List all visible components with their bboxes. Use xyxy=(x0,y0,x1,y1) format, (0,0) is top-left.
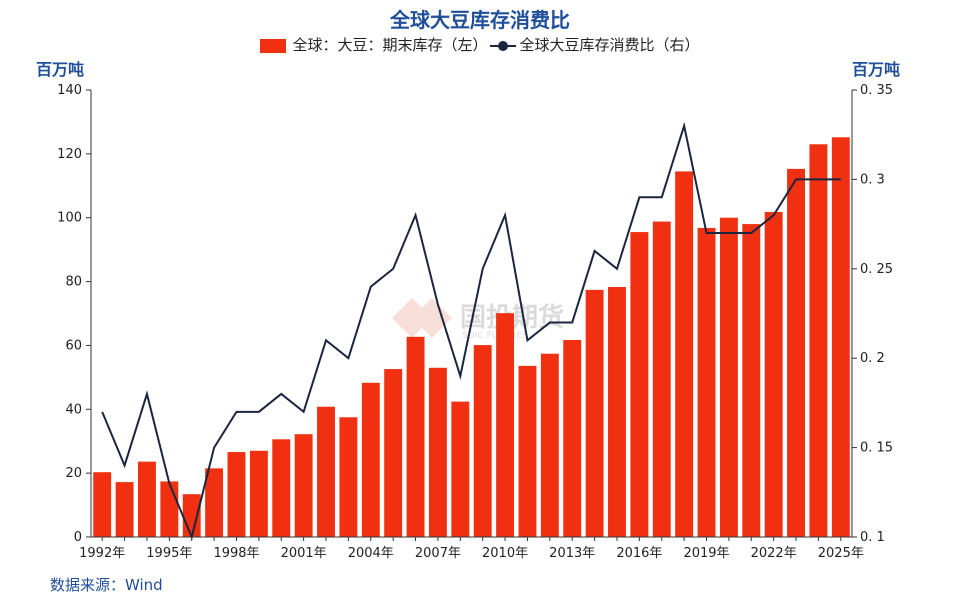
bar-2018年[interactable] xyxy=(675,171,694,538)
bar-2006年[interactable] xyxy=(406,336,425,537)
right-tick-label: 0. 2 xyxy=(860,351,885,366)
x-tick-label: 2016年 xyxy=(616,546,662,561)
left-tick-label: 0 xyxy=(74,530,82,545)
bar-1994年[interactable] xyxy=(138,461,156,537)
bar-2016年[interactable] xyxy=(630,232,649,537)
bar-2007年[interactable] xyxy=(428,367,447,537)
bar-2003年[interactable] xyxy=(339,417,358,537)
x-tick-label: 2010年 xyxy=(482,546,528,561)
bar-2005年[interactable] xyxy=(384,369,403,537)
bar-2019年[interactable] xyxy=(697,227,716,537)
bar-1999年[interactable] xyxy=(249,450,268,537)
right-axis-unit: 百万吨 xyxy=(852,60,901,79)
watermark-subtext: SDIC FUTURES xyxy=(462,331,528,341)
bar-2022年[interactable] xyxy=(764,211,783,537)
legend-bar-swatch xyxy=(260,38,287,53)
left-tick-label: 80 xyxy=(65,275,82,290)
bar-2023年[interactable] xyxy=(787,168,805,538)
legend-line-label: 全球大豆库存消费比（右） xyxy=(519,36,700,54)
x-tick-label: 2022年 xyxy=(751,546,797,561)
watermark-logo-icon xyxy=(392,298,452,338)
x-tick-label: 1998年 xyxy=(213,546,259,561)
x-tick-label: 2013年 xyxy=(549,546,595,561)
left-tick-label: 140 xyxy=(57,83,82,98)
left-tick-label: 60 xyxy=(65,338,82,353)
left-axis-unit: 百万吨 xyxy=(36,60,85,79)
legend-line-swatch xyxy=(489,40,516,52)
x-tick-label: 1992年 xyxy=(79,546,125,561)
x-tick-label: 2007年 xyxy=(415,546,461,561)
x-tick-label: 2025年 xyxy=(818,546,864,561)
bar-2020年[interactable] xyxy=(719,217,738,537)
bar-2008年[interactable] xyxy=(451,401,470,537)
right-tick-label: 0. 15 xyxy=(860,441,893,456)
bar-2001年[interactable] xyxy=(294,434,313,537)
bar-2012年[interactable] xyxy=(540,353,559,537)
bar-2013年[interactable] xyxy=(563,340,582,537)
ratio-line[interactable] xyxy=(101,121,841,541)
bar-1998年[interactable] xyxy=(227,452,246,537)
legend-bar-label: 全球：大豆：期末库存（左） xyxy=(292,36,488,54)
legend-item-stock[interactable]: 全球：大豆：期末库存（左） xyxy=(260,34,488,55)
x-tick-label: 1995年 xyxy=(146,546,192,561)
right-tick-label: 0. 3 xyxy=(860,172,885,187)
bar-2000年[interactable] xyxy=(272,439,291,537)
bar-2014年[interactable] xyxy=(585,289,604,537)
bar-1992年[interactable] xyxy=(93,472,112,537)
left-tick-label: 100 xyxy=(57,211,82,226)
right-tick-label: 0. 35 xyxy=(860,83,893,98)
x-tick-label: 2019年 xyxy=(683,546,729,561)
left-tick-label: 120 xyxy=(57,147,82,162)
chart-title: 全球大豆库存消费比 xyxy=(390,8,570,32)
bar-2025年[interactable] xyxy=(831,137,850,537)
right-tick-label: 0. 25 xyxy=(860,262,893,277)
watermark: 国投期货 SDIC FUTURES xyxy=(392,298,564,341)
bar-2011年[interactable] xyxy=(518,365,537,537)
bar-2002年[interactable] xyxy=(317,406,335,537)
bar-1993年[interactable] xyxy=(115,482,134,537)
bar-2024年[interactable] xyxy=(809,144,828,537)
bar-2004年[interactable] xyxy=(361,382,380,537)
x-tick-label: 2001年 xyxy=(281,546,327,561)
data-source: 数据来源：Wind xyxy=(50,576,163,594)
bar-1995年[interactable] xyxy=(160,481,179,537)
legend-item-ratio[interactable]: 全球大豆库存消费比（右） xyxy=(488,34,700,55)
x-tick-label: 2004年 xyxy=(348,546,394,561)
bar-2010年[interactable] xyxy=(496,313,515,537)
bar-2015年[interactable] xyxy=(608,287,626,537)
bar-2009年[interactable] xyxy=(473,345,492,537)
left-tick-label: 20 xyxy=(65,466,82,481)
chart-legend: 全球：大豆：期末库存（左） 全球大豆库存消费比（右） xyxy=(0,34,960,55)
bar-2021年[interactable] xyxy=(742,224,761,537)
bar-1997年[interactable] xyxy=(205,468,224,537)
right-tick-label: 0. 1 xyxy=(860,530,885,545)
left-tick-label: 40 xyxy=(65,402,82,417)
bar-2017年[interactable] xyxy=(652,221,671,538)
